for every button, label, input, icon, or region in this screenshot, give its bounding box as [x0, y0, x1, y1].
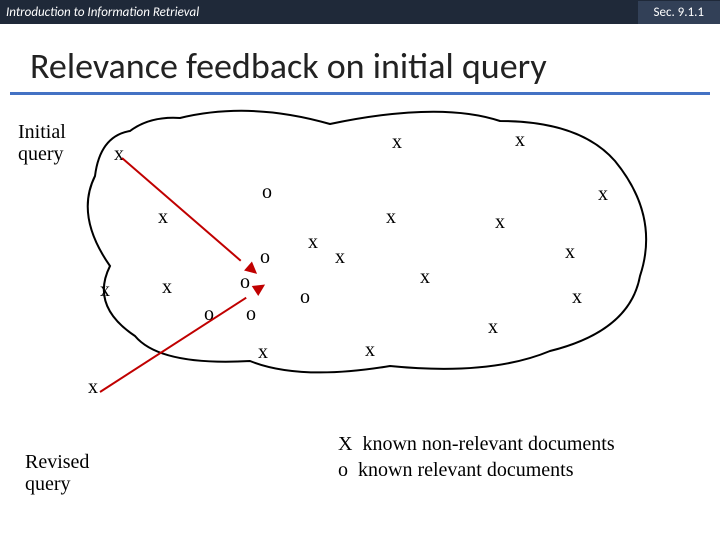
x-marker: x: [100, 279, 110, 302]
legend-row-x: X known non-relevant documents: [338, 431, 615, 457]
label-revised-line2: query: [25, 473, 71, 495]
o-marker: o: [300, 286, 310, 309]
label-initial-line2: query: [18, 143, 64, 165]
slide-header: Introduction to Information Retrieval Se…: [0, 0, 720, 24]
label-initial-line1: Initial: [18, 121, 66, 143]
diagram-canvas: Initial query Revised query xxxxxxxxxxxx…: [0, 101, 720, 501]
section-label: Sec. 9.1.1: [638, 1, 720, 24]
o-marker: o: [246, 303, 256, 326]
x-marker: x: [495, 211, 505, 234]
label-revised-query: Revised query: [25, 451, 89, 495]
x-marker: x: [565, 241, 575, 264]
x-marker: x: [162, 276, 172, 299]
x-marker: x: [114, 143, 124, 166]
x-marker: x: [258, 341, 268, 364]
legend-x-symbol: X: [338, 433, 352, 455]
x-marker: x: [515, 129, 525, 152]
x-marker: x: [88, 376, 98, 399]
x-marker: x: [158, 206, 168, 229]
label-revised-line1: Revised: [25, 451, 89, 473]
x-marker: x: [392, 131, 402, 154]
x-marker: x: [572, 286, 582, 309]
x-marker: x: [598, 183, 608, 206]
x-marker: x: [335, 246, 345, 269]
x-marker: x: [488, 316, 498, 339]
legend-row-o: o known relevant documents: [338, 457, 615, 483]
x-marker: x: [386, 206, 396, 229]
legend: X known non-relevant documents o known r…: [338, 431, 615, 483]
x-marker: x: [308, 231, 318, 254]
o-marker: o: [262, 181, 272, 204]
label-initial-query: Initial query: [18, 121, 66, 165]
title-underline: [10, 92, 710, 95]
x-marker: x: [420, 266, 430, 289]
o-marker: o: [260, 246, 270, 269]
blob-outline: [70, 106, 690, 406]
slide-title: Relevance feedback on initial query: [0, 24, 720, 92]
legend-x-text: known non-relevant documents: [362, 433, 614, 455]
header-left-text: Introduction to Information Retrieval: [0, 5, 638, 20]
x-marker: x: [365, 339, 375, 362]
legend-o-symbol: o: [338, 459, 348, 481]
legend-o-text: known relevant documents: [358, 459, 574, 481]
